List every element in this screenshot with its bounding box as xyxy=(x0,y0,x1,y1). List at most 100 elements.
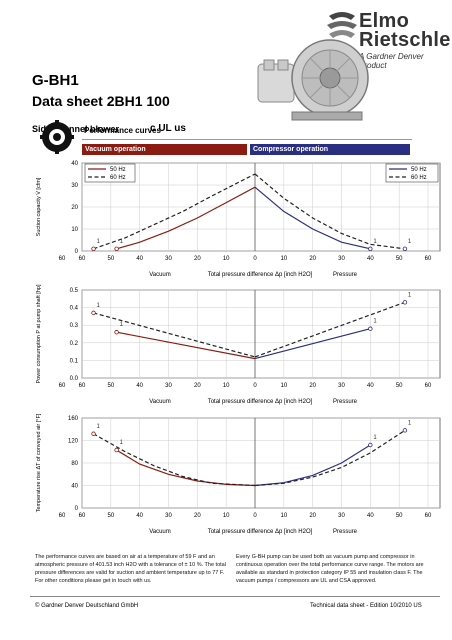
series-line-compressor-50Hz xyxy=(254,186,371,250)
series-end-point xyxy=(91,310,96,316)
y-tick-label: 120 xyxy=(68,439,79,445)
legend-label-50hz: 50 Hz xyxy=(110,167,126,173)
x-tick-label: 50 xyxy=(107,383,114,389)
series-line-compressor-50Hz xyxy=(254,444,371,487)
x-tick-label: 50 xyxy=(107,513,114,519)
legend-label-50hz: 50 Hz xyxy=(411,167,427,173)
operating-limit-marker: 1 xyxy=(373,239,377,245)
y-tick-label: 10 xyxy=(71,227,78,233)
x-tick-label: 10 xyxy=(280,256,287,262)
operating-limit-marker: 1 xyxy=(373,435,377,441)
series-end-point xyxy=(114,330,119,335)
y-tick-label: 30 xyxy=(71,183,78,189)
conditions-note: The performance curves are based on air … xyxy=(35,554,226,584)
x-tick-label: 20 xyxy=(309,383,316,389)
series-end-point xyxy=(402,300,408,305)
gear-icon xyxy=(40,120,74,154)
x-tick-zero: 0 xyxy=(253,513,257,519)
x-tick-label: 40 xyxy=(136,513,143,519)
footer-copyright: © Gardner Denver Deutschland GmbH xyxy=(35,603,139,609)
x-tick-label: 60 xyxy=(59,513,66,519)
chart-power-consumption: 0.00.10.20.30.40.560 50 40 30 20 10 10 20 30 40 50… xyxy=(36,284,441,405)
series-end-point xyxy=(114,447,119,453)
x-tick-label: 60 xyxy=(79,256,86,262)
y-tick-label: 40 xyxy=(71,484,78,490)
y-tick-label: 0.1 xyxy=(70,358,79,364)
operating-limit-marker: 1 xyxy=(97,239,101,245)
footer-edition: Technical data sheet - Edition 10/2010 U… xyxy=(310,603,422,609)
operating-limit-marker: 1 xyxy=(408,292,412,298)
x-tick-label: 20 xyxy=(194,513,201,519)
x-tick-label: 40 xyxy=(367,383,374,389)
x-tick-label: 60 xyxy=(425,383,432,389)
page-title: Data sheet 2BH1 100 xyxy=(32,93,170,109)
series-line-compressor-60Hz xyxy=(254,301,406,358)
operating-limit-marker: 1 xyxy=(408,239,412,245)
compressor-operation-header: Compressor operation xyxy=(250,144,410,155)
series-end-point xyxy=(402,428,408,433)
y-tick-label: 160 xyxy=(68,416,79,422)
x-tick-label: 30 xyxy=(165,383,172,389)
operating-limit-marker: 1 xyxy=(120,322,124,328)
x-tick-label: 20 xyxy=(194,383,201,389)
series-end-point xyxy=(114,246,119,251)
y-axis-label: Suction capacity V̇ [cfm] xyxy=(35,177,42,236)
x-tick-label: 50 xyxy=(396,383,403,389)
x-tick-label: 20 xyxy=(309,256,316,262)
series-line-vacuum-50Hz xyxy=(116,331,256,360)
x-tick-label: 10 xyxy=(280,383,287,389)
x-tick-label: 10 xyxy=(280,513,287,519)
legend-label-60hz: 60 Hz xyxy=(110,175,126,181)
logo-line-2: Rietschle xyxy=(359,29,451,51)
section-title: Performance curves xyxy=(84,126,161,135)
x-right-label: Pressure xyxy=(333,272,358,278)
x-tick-label: 30 xyxy=(165,513,172,519)
legend-label-60hz: 60 Hz xyxy=(411,175,427,181)
series-line-compressor-60Hz xyxy=(254,429,406,487)
ul-certification-mark: c UL us xyxy=(150,123,186,134)
series-line-compressor-50Hz xyxy=(254,328,371,360)
operating-limit-marker: 1 xyxy=(120,440,124,446)
x-tick-label: 40 xyxy=(367,513,374,519)
y-tick-label: 40 xyxy=(71,161,78,167)
series-end-point xyxy=(368,442,373,448)
footer-rule xyxy=(30,596,440,597)
y-tick-label: 0.0 xyxy=(70,376,79,382)
x-axis-label: Total pressure difference Δp [inch H2O] xyxy=(208,399,313,405)
x-left-label: Vacuum xyxy=(149,272,171,278)
x-tick-zero: 0 xyxy=(253,383,257,389)
y-tick-label: 0.4 xyxy=(70,306,79,312)
x-tick-label: 60 xyxy=(79,383,86,389)
x-tick-label: 60 xyxy=(79,513,86,519)
x-tick-label: 20 xyxy=(194,256,201,262)
x-axis-label: Total pressure difference Δp [inch H2O] xyxy=(208,272,313,278)
x-tick-label: 40 xyxy=(136,383,143,389)
x-tick-label: 10 xyxy=(223,383,230,389)
x-tick-label: 40 xyxy=(136,256,143,262)
series-line-vacuum-60Hz xyxy=(93,433,256,487)
x-tick-label: 60 xyxy=(425,256,432,262)
plot-frame xyxy=(81,289,441,379)
vacuum-operation-header: Vacuum operation xyxy=(82,144,247,155)
x-tick-label: 50 xyxy=(396,513,403,519)
series-end-point xyxy=(91,246,96,251)
y-tick-label: 0.5 xyxy=(70,288,79,294)
x-tick-label: 40 xyxy=(367,256,374,262)
x-tick-label: 60 xyxy=(59,256,66,262)
logo-subline: A Gardner Denver Product xyxy=(359,52,424,70)
operating-limit-marker: 1 xyxy=(120,239,124,245)
x-tick-label: 20 xyxy=(309,513,316,519)
x-axis-label: Total pressure difference Δp [inch H2O] xyxy=(208,529,313,535)
x-right-label: Pressure xyxy=(333,399,358,405)
series-end-point xyxy=(402,246,408,251)
series-end-point xyxy=(91,431,96,436)
series-line-vacuum-60Hz xyxy=(93,173,256,250)
x-left-label: Vacuum xyxy=(149,529,171,535)
x-tick-zero: 0 xyxy=(253,256,257,262)
blower-icon xyxy=(257,39,369,121)
y-tick-label: 0 xyxy=(75,506,79,512)
x-left-label: Vacuum xyxy=(149,399,171,405)
x-tick-label: 60 xyxy=(425,513,432,519)
